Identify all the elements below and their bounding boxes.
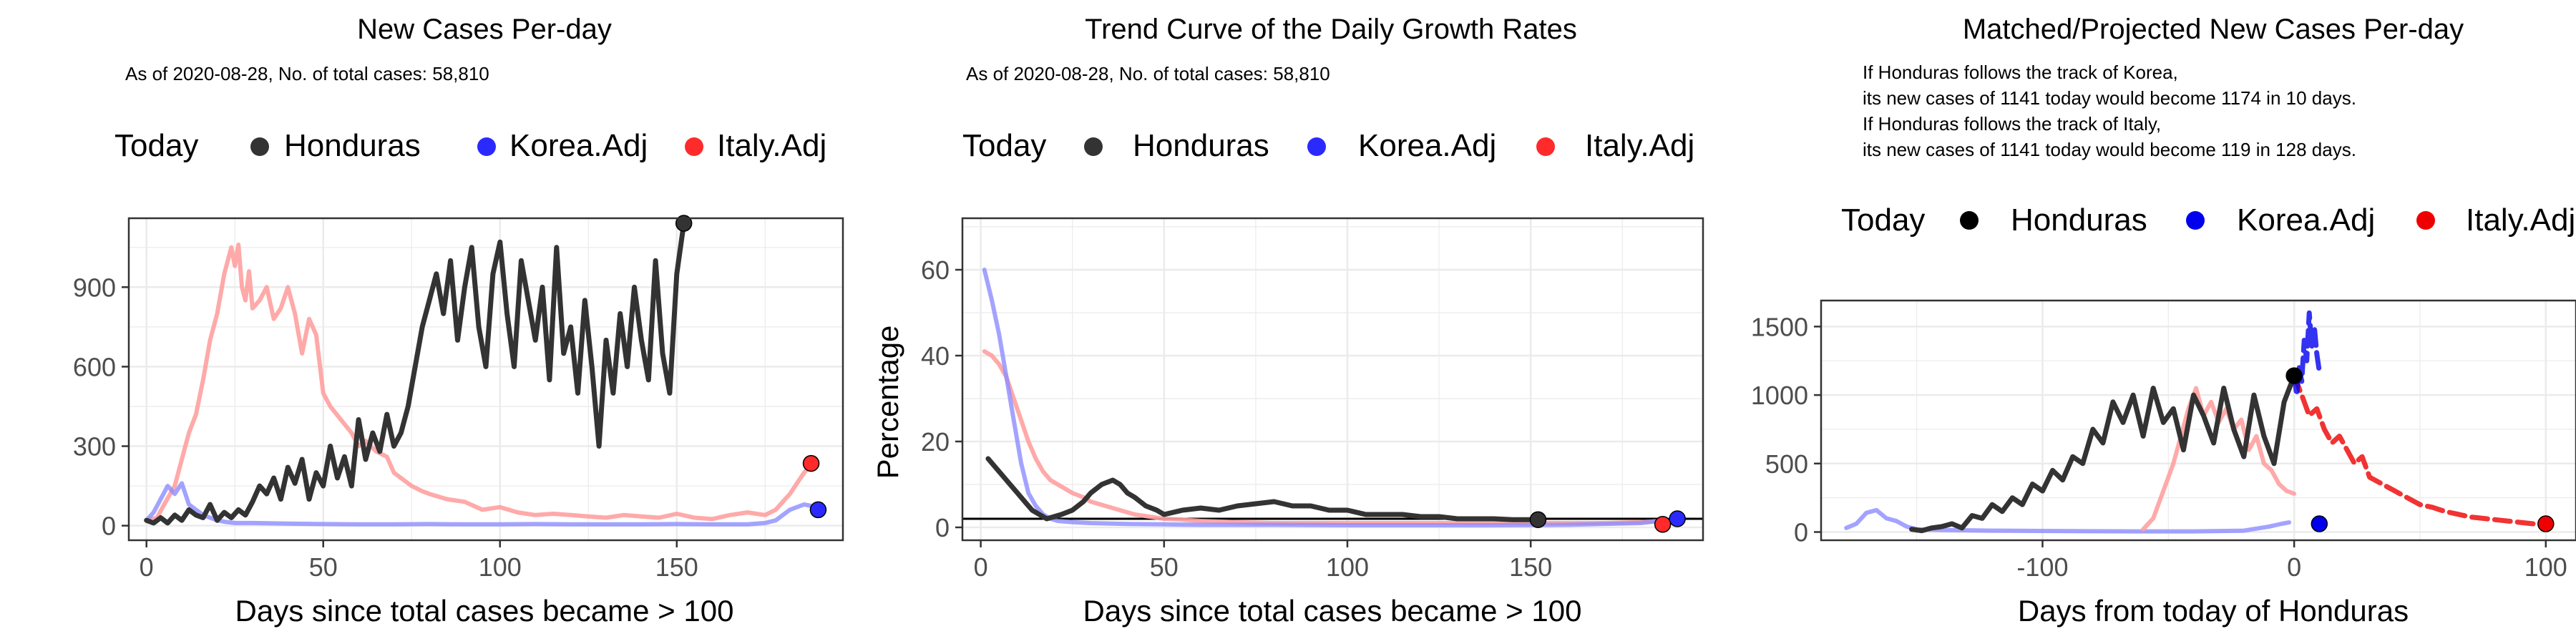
panel2-legend-korea-marker bbox=[1307, 137, 1326, 156]
panel2-y-axis-title: Percentage bbox=[871, 326, 904, 479]
panel3-x-axis-title: Days from today of Honduras bbox=[2018, 594, 2409, 628]
panel2-x-tick-label: 150 bbox=[1509, 552, 1552, 582]
panel1-y-tick-label: 600 bbox=[73, 352, 116, 381]
panel3-x-tick-label: 100 bbox=[2524, 552, 2567, 582]
panel1-today-marker-korea-adj bbox=[809, 501, 827, 519]
panel3-series-italy-adj-projected bbox=[2291, 373, 2549, 527]
panel1-legend-korea-label: Korea.Adj bbox=[509, 128, 648, 163]
panel1-x-axis-title: Days since total cases became > 100 bbox=[235, 594, 734, 628]
panel2-legend-italy-marker bbox=[1536, 137, 1555, 156]
panel1-legend-honduras-marker bbox=[250, 137, 269, 156]
panel3-grid bbox=[1821, 301, 2576, 540]
panel2-title: Trend Curve of the Daily Growth Rates bbox=[1085, 14, 1577, 45]
panel3-y-tick-label: 1500 bbox=[1751, 312, 1808, 341]
panel2-legend-korea-label: Korea.Adj bbox=[1358, 128, 1496, 163]
panel1-series-korea-adj bbox=[144, 481, 821, 527]
panel3-annotation-line-3: If Honduras follows the track of Italy, bbox=[1863, 113, 2161, 135]
panel3-legend-italy-marker bbox=[2416, 211, 2435, 230]
panel3-annotation-line-1: If Honduras follows the track of Korea, bbox=[1863, 62, 2178, 83]
panel1-y-tick-label: 0 bbox=[102, 512, 116, 541]
panel2-x-tick-label: 50 bbox=[1150, 552, 1179, 582]
panel3-series-italy-adj bbox=[2141, 386, 2297, 532]
panel1-x-tick-label: 50 bbox=[309, 552, 338, 582]
panel-projected-cases: Matched/Projected New Cases Per-day If H… bbox=[1751, 14, 2576, 628]
panel3-today-marker-korea-adj bbox=[2311, 515, 2328, 532]
panel2-subtitle: As of 2020-08-28, No. of total cases: 58… bbox=[966, 63, 1330, 84]
panel2-x-tick-label: 0 bbox=[974, 552, 988, 582]
panel3-today-marker-italy-adj bbox=[2537, 515, 2555, 532]
panel2-today-marker-italy-adj bbox=[1654, 516, 1672, 533]
panel3-legend-korea-label: Korea.Adj bbox=[2237, 203, 2375, 238]
panel3-title: Matched/Projected New Cases Per-day bbox=[1963, 14, 2464, 45]
panel2-series-korea-adj bbox=[982, 268, 1680, 527]
panel2-legend-honduras-label: Honduras bbox=[1133, 128, 1269, 163]
panel3-y-tick-label: 500 bbox=[1765, 449, 1808, 479]
panel1-legend-italy-marker bbox=[685, 137, 703, 156]
panel1-series-italy-adj bbox=[144, 243, 814, 523]
panel1-legend-honduras-label: Honduras bbox=[284, 128, 421, 163]
panel2-today-marker-korea-adj bbox=[1669, 510, 1686, 527]
panel3-legend-honduras-label: Honduras bbox=[2011, 203, 2147, 238]
panel1-y-tick-label: 900 bbox=[73, 273, 116, 302]
panel1-x-tick-label: 150 bbox=[655, 552, 698, 582]
panel3-x-tick-label: -100 bbox=[2016, 552, 2068, 582]
panel1-legend-title: Today bbox=[114, 128, 198, 163]
panel2-y-tick-label: 40 bbox=[921, 341, 950, 371]
panel1-today-marker-honduras bbox=[675, 215, 693, 232]
panel1-series-honduras bbox=[144, 220, 687, 526]
panel2-x-tick-label: 100 bbox=[1326, 552, 1369, 582]
panel3-legend: Today Honduras Korea.Adj Italy.Adj bbox=[1841, 203, 2575, 238]
panel1-border bbox=[127, 217, 844, 542]
panel2-series-honduras bbox=[985, 456, 1541, 522]
panel3-y-tick-label: 0 bbox=[1794, 518, 1808, 547]
panel3-legend-title: Today bbox=[1841, 203, 1925, 238]
panel1-plot-area: 0 50 100 150 0 300 600 900 bbox=[73, 215, 844, 582]
panel2-legend-title: Today bbox=[962, 128, 1046, 163]
panel2-legend-italy-label: Italy.Adj bbox=[1585, 128, 1694, 163]
panel3-annotation-line-4: its new cases of 1141 today would become… bbox=[1863, 139, 2356, 160]
panel3-legend-honduras-marker bbox=[1960, 211, 1979, 230]
panel1-legend: Today Honduras Korea.Adj Italy.Adj bbox=[114, 128, 826, 163]
panel1-today-marker-italy-adj bbox=[802, 454, 820, 472]
panel2-x-axis-title: Days since total cases became > 100 bbox=[1083, 594, 1582, 628]
panel3-border bbox=[1820, 299, 2576, 542]
panel2-border bbox=[961, 217, 1704, 542]
panel3-y-tick-label: 1000 bbox=[1751, 381, 1808, 410]
panel3-series-korea-adj bbox=[1844, 507, 2292, 534]
panel2-y-tick-label: 20 bbox=[921, 427, 950, 457]
panel1-legend-korea-marker bbox=[477, 137, 496, 156]
panel2-today-marker-honduras bbox=[1529, 511, 1547, 528]
panel1-y-tick-label: 300 bbox=[73, 432, 116, 462]
panel1-subtitle: As of 2020-08-28, No. of total cases: 58… bbox=[125, 63, 489, 84]
panel2-grid bbox=[962, 218, 1703, 540]
panel3-legend-korea-marker bbox=[2186, 211, 2205, 230]
panel2-y-tick-label: 60 bbox=[921, 255, 950, 285]
panel3-legend-italy-label: Italy.Adj bbox=[2466, 203, 2575, 238]
panel3-x-tick-label: 0 bbox=[2287, 552, 2301, 582]
panel2-y-tick-label: 0 bbox=[935, 513, 950, 542]
panel1-x-tick-label: 100 bbox=[479, 552, 522, 582]
panel3-today-marker-honduras bbox=[2285, 367, 2303, 384]
panel3-annotation-line-2: its new cases of 1141 today would become… bbox=[1863, 87, 2356, 109]
panel2-plot-area: 0 50 100 150 0 20 40 60 bbox=[921, 217, 1704, 582]
panel1-legend-italy-label: Italy.Adj bbox=[717, 128, 826, 163]
panel3-series-honduras bbox=[1909, 373, 2297, 534]
panel1-title: New Cases Per-day bbox=[357, 14, 612, 45]
panel2-legend: Today Honduras Korea.Adj Italy.Adj bbox=[962, 128, 1694, 163]
panel-new-cases: New Cases Per-day As of 2020-08-28, No. … bbox=[73, 14, 844, 628]
panel-growth-rates: Trend Curve of the Daily Growth Rates As… bbox=[871, 14, 1704, 628]
panel1-x-tick-label: 0 bbox=[140, 552, 154, 582]
panel2-legend-honduras-marker bbox=[1084, 137, 1103, 156]
